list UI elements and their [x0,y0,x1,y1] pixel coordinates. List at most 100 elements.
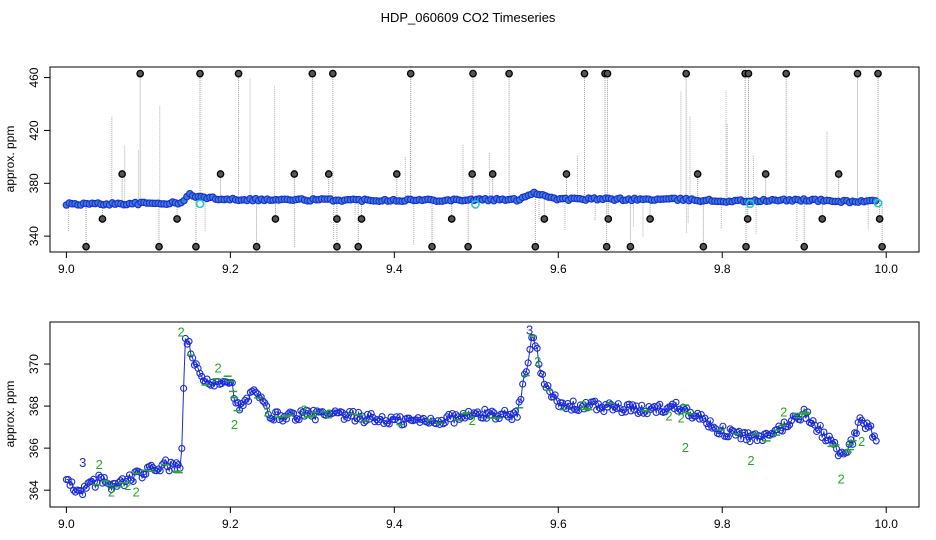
data-point [279,417,287,425]
outlier-point [308,69,317,78]
plot-frame [49,66,920,253]
point-label: 2 [214,360,221,375]
outlier-point [468,170,477,178]
outlier-point [406,69,415,78]
data-point [70,486,78,494]
outlier-point [874,69,882,78]
point-label: 2 [780,404,787,419]
data-point [656,400,664,408]
data-point [502,411,511,419]
x-tick-label: 10.0 [875,262,899,276]
data-point [746,438,754,446]
data-point [569,397,577,405]
outlier-point [82,242,90,251]
data-point [163,463,171,471]
outlier-point [118,170,126,178]
panel-2: 9.0 9.2 9.4 9.6 9.8 10.0 364 366 368 370 approx. p… [3,321,920,531]
point-label: 2 [682,440,689,455]
x-tick-label: 9.6 [550,262,567,276]
data-point [634,409,642,418]
outlier-point [234,69,243,78]
point-label: 2 [132,484,139,499]
data-point [784,423,792,431]
data-point [252,388,260,396]
outlier-point [333,242,341,251]
point-label: 2 [108,484,115,499]
data-point [475,410,483,418]
outlier-point [464,242,472,251]
data-point [373,415,381,424]
data-point [273,408,281,416]
flagged-point [873,198,883,208]
data-point [710,423,718,431]
x-tick-label: 9.6 [550,517,567,531]
data-point [529,334,538,342]
data-point [519,380,527,388]
outlier-point [744,69,753,78]
data-point [526,345,534,353]
data-point [661,408,669,416]
data-point [259,397,267,405]
y-tick-label: 366 [27,438,41,458]
outlier-point [743,215,752,223]
data-point [129,477,137,486]
data-point [757,432,765,441]
data-point [809,417,817,425]
outlier-point [252,242,261,251]
outlier-point [192,242,200,251]
data-point [567,406,575,414]
outlier-point [853,69,862,78]
outlier-point [505,69,513,78]
data-point [392,413,401,421]
outlier-point [98,215,107,223]
data-point [264,410,272,418]
data-point [510,409,518,417]
point-label: 2 [231,417,238,432]
data-point [329,409,337,417]
outlier-point [155,242,163,251]
data-point [378,413,386,421]
y-tick-label: 370 [27,354,41,374]
data-point [452,411,460,419]
data-point [248,387,256,395]
data-point [627,407,635,415]
point-label: 3 [526,322,533,337]
data-point [488,407,496,415]
data-point [172,459,180,467]
data-point [813,427,821,436]
data-point [291,416,300,424]
x-tick-label: 9.2 [222,517,239,531]
point-label: 2 [469,413,476,428]
data-point [178,444,186,452]
data-point [820,428,828,436]
data-point [499,410,507,418]
data-point [802,414,810,423]
data-point [872,437,880,445]
plot-area [62,69,886,251]
outlier-point [834,170,843,178]
data-point [668,400,676,408]
data-point [185,337,193,345]
data-point [742,436,750,444]
outlier-point [216,170,225,178]
outlier-point [173,215,181,223]
data-point [674,407,682,415]
data-point [241,396,249,404]
data-point [865,423,873,431]
point-label: 2 [665,409,672,424]
data-point [825,432,833,440]
x-tick-label: 9.4 [386,262,403,276]
data-point [549,393,557,401]
data-point [369,413,377,421]
outlier-point [800,242,809,251]
data-point [823,436,832,444]
outlier-point [531,242,540,251]
data-point [263,402,271,410]
data-point [869,433,877,441]
data-point [394,416,402,424]
outlier-point [626,242,635,251]
data-point [724,433,732,441]
data-point [228,379,236,387]
data-point [740,428,749,437]
data-point [672,398,680,406]
